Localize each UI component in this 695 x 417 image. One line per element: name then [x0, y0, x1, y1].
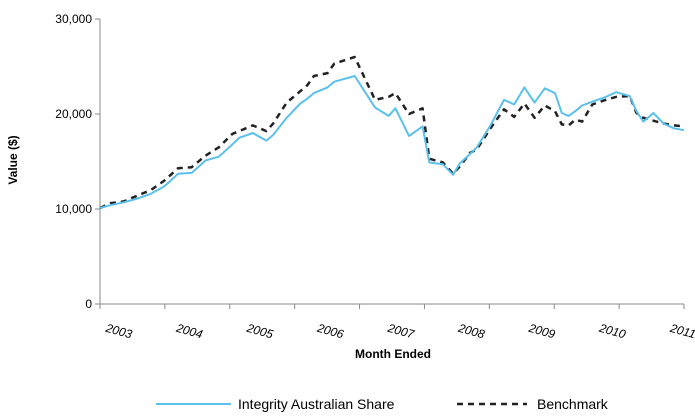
x-axis-ticks: 2003 2004 2005 2006 2007 2008 2009 2010 2011 [99, 304, 695, 342]
y-axis-title: Value ($) [6, 135, 20, 184]
legend: Integrity Australian Share Benchmark [156, 396, 609, 412]
legend-label-integrity: Integrity Australian Share [238, 396, 395, 412]
series-line-integrity [99, 75, 685, 210]
y-tick-label: 0 [85, 297, 92, 311]
x-tick-label: 2004 [174, 321, 205, 342]
x-tick-label: 2010 [597, 321, 628, 342]
series-lines [99, 55, 685, 210]
x-tick-label: 2005 [244, 321, 275, 342]
x-tick-label: 2008 [456, 321, 487, 342]
x-tick-label: 2009 [526, 321, 557, 342]
y-tick-label: 10,000 [55, 202, 92, 216]
axes [99, 19, 684, 305]
y-tick-label: 20,000 [55, 107, 92, 121]
x-tick-label: 2003 [103, 321, 134, 342]
x-tick-label: 2006 [315, 321, 346, 342]
x-axis-title: Month Ended [355, 347, 431, 361]
y-axis-ticks: 0 10,000 20,000 30,000 [55, 12, 100, 311]
y-tick-label: 30,000 [55, 12, 92, 26]
x-tick-label: 2007 [385, 321, 417, 342]
x-tick-label: 2011 [668, 321, 695, 341]
series-line-benchmark [99, 55, 685, 210]
legend-label-benchmark: Benchmark [537, 396, 609, 412]
